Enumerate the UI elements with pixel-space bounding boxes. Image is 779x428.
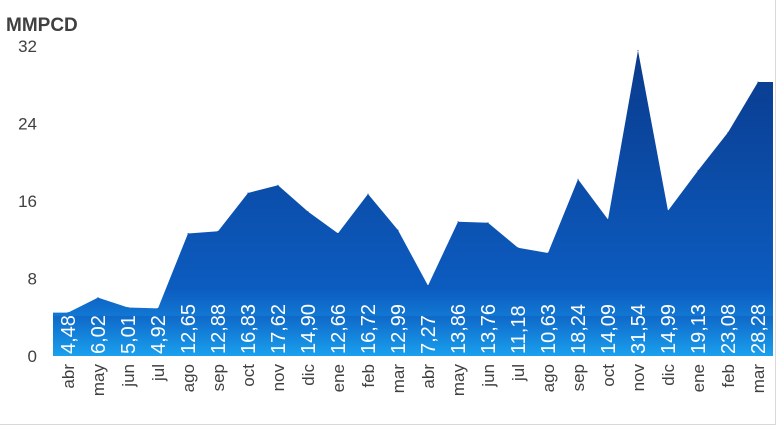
- area-floor-band: [53, 316, 773, 356]
- data-label: 28,28: [748, 304, 770, 354]
- data-label: 7,27: [418, 315, 440, 354]
- x-tick-label: oct: [599, 364, 618, 387]
- data-point: [637, 49, 639, 51]
- data-label: 17,62: [268, 304, 290, 354]
- data-label: 12,66: [328, 304, 350, 354]
- data-point: [427, 285, 429, 287]
- data-label: 13,76: [478, 304, 500, 354]
- data-label: 4,48: [58, 315, 80, 354]
- x-tick-label: jun: [119, 364, 138, 388]
- data-point: [577, 178, 579, 180]
- data-point: [457, 221, 459, 223]
- data-point: [157, 307, 159, 309]
- data-point: [97, 297, 99, 299]
- x-tick-label: ene: [329, 364, 348, 392]
- data-point: [757, 81, 759, 83]
- data-label: 12,88: [208, 304, 230, 354]
- y-tick-label: 32: [18, 37, 37, 56]
- x-tick-label: jul: [509, 364, 528, 382]
- data-point: [247, 192, 249, 194]
- x-tick-label: nov: [629, 364, 648, 392]
- data-point: [607, 219, 609, 221]
- y-tick-label: 16: [18, 192, 37, 211]
- data-point: [727, 131, 729, 133]
- x-tick-label: feb: [359, 364, 378, 388]
- data-point: [337, 232, 339, 234]
- data-label: 14,90: [298, 304, 320, 354]
- data-label: 11,18: [508, 305, 530, 354]
- x-tick-label: abr: [419, 364, 438, 389]
- data-point: [187, 232, 189, 234]
- data-label: 12,65: [178, 304, 200, 354]
- data-point: [487, 222, 489, 224]
- data-point: [307, 211, 309, 213]
- data-label: 5,01: [118, 315, 140, 354]
- x-tick-label: sep: [569, 364, 588, 391]
- data-label: 12,99: [388, 304, 410, 354]
- data-label: 4,92: [148, 315, 170, 354]
- x-tick-label: ago: [539, 364, 558, 392]
- data-label: 14,09: [598, 304, 620, 354]
- data-point: [397, 229, 399, 231]
- x-tick-label: jun: [479, 364, 498, 388]
- data-label: 23,08: [718, 304, 740, 354]
- data-label: 13,86: [448, 304, 470, 354]
- x-tick-label: dic: [659, 364, 678, 386]
- x-tick-label: oct: [239, 364, 258, 387]
- x-tick-label: ene: [689, 364, 708, 392]
- data-label: 18,24: [568, 304, 590, 354]
- x-tick-label: dic: [299, 364, 318, 386]
- data-label: 19,13: [688, 304, 710, 354]
- x-tick-label: abr: [59, 364, 78, 389]
- y-tick-label: 8: [28, 270, 37, 289]
- data-point: [517, 247, 519, 249]
- data-point: [547, 252, 549, 254]
- data-point: [217, 230, 219, 232]
- y-tick-label: 24: [18, 115, 37, 134]
- data-label: 10,63: [538, 304, 560, 354]
- y-tick-label: 0: [28, 347, 37, 366]
- data-label: 16,83: [238, 304, 260, 354]
- data-point: [367, 193, 369, 195]
- data-point: [127, 306, 129, 308]
- series-area: [53, 50, 773, 357]
- x-tick-label: mar: [389, 364, 408, 394]
- x-tick-label: feb: [719, 364, 738, 388]
- data-label: 31,54: [628, 304, 650, 354]
- x-tick-label: mar: [749, 364, 768, 394]
- data-label: 16,72: [358, 304, 380, 354]
- data-point: [277, 184, 279, 186]
- x-tick-label: ago: [179, 364, 198, 392]
- data-point: [697, 170, 699, 172]
- x-tick-label: jul: [149, 364, 168, 382]
- x-tick-label: may: [449, 364, 468, 397]
- x-tick-label: sep: [209, 364, 228, 391]
- data-point: [67, 312, 69, 314]
- y-axis-title: MMPCD: [6, 15, 78, 36]
- data-label: 14,99: [658, 304, 680, 354]
- x-tick-label: nov: [269, 364, 288, 392]
- data-label: 6,02: [88, 315, 110, 354]
- x-tick-label: may: [89, 364, 108, 397]
- data-point: [667, 210, 669, 212]
